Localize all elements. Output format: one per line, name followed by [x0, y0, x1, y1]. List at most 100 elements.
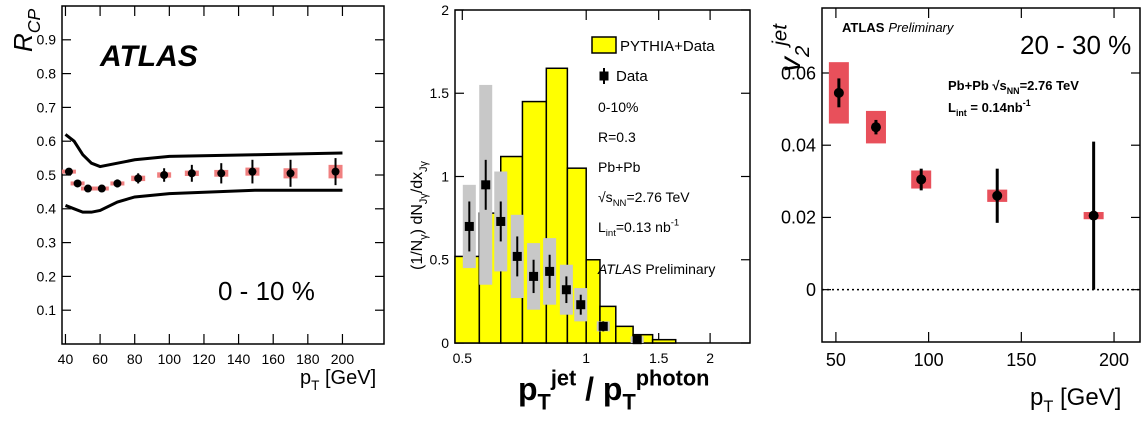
- marker: [481, 180, 491, 190]
- annotation-part: L: [948, 100, 956, 115]
- x-tick-label: 180: [296, 351, 320, 367]
- marker: [331, 167, 340, 176]
- y-axis-label-part: Jγ: [418, 160, 430, 171]
- legend-label: Data: [616, 68, 648, 85]
- marker: [217, 169, 226, 178]
- annotation: Lint=0.13 nb-1: [598, 218, 679, 240]
- y-tick-label: 0: [806, 280, 816, 300]
- marker: [512, 251, 522, 261]
- y-tick-label: 2: [441, 2, 449, 18]
- y-tick-label: 0.1: [37, 302, 57, 318]
- plot-frame: [821, 7, 1141, 343]
- y-axis-label-part: (1/N: [409, 240, 426, 270]
- annotation-part: NN: [613, 198, 627, 209]
- annotation-part: =2.76 TeV: [1020, 78, 1080, 93]
- y-tick-label: 0.8: [37, 66, 57, 82]
- y-axis-label-part: R: [8, 33, 38, 52]
- annotation: R=0.3: [598, 129, 636, 145]
- marker: [576, 300, 586, 310]
- marker: [64, 167, 73, 176]
- y-tick-label: 0.04: [781, 136, 816, 156]
- x-axis-label-part: jet: [550, 366, 576, 391]
- x-tick-label: 1: [582, 350, 590, 366]
- marker: [187, 169, 196, 178]
- x-tick-label: 100: [158, 351, 182, 367]
- x-axis-label-part: [GeV]: [319, 367, 376, 389]
- status-label: Preliminary: [645, 261, 715, 277]
- legend-swatch: [591, 36, 617, 54]
- x-tick-label: 60: [92, 351, 108, 367]
- y-axis-label: v2jet: [770, 23, 815, 72]
- x-tick-label: 160: [262, 351, 286, 367]
- x-tick-label: 50: [826, 350, 846, 370]
- y-axis-label-part: CP: [24, 8, 44, 33]
- marker: [632, 335, 642, 345]
- marker: [113, 179, 122, 188]
- x-axis-label: pTjet / pTphoton: [518, 366, 709, 415]
- annotation: 0-10%: [598, 99, 638, 115]
- annotation-part: 0-10%: [598, 99, 638, 115]
- x-tick-label: 80: [127, 351, 143, 367]
- marker: [870, 122, 881, 133]
- y-axis-label-part: γ: [418, 234, 430, 240]
- legend-label: PYTHIA+Data: [620, 38, 715, 55]
- marker: [496, 216, 506, 226]
- y-tick-label: 0.9: [37, 32, 57, 48]
- y-tick-label: 0.3: [37, 235, 57, 251]
- annotation-part: =2.76 TeV: [626, 189, 690, 205]
- annotation-part: = 0.14nb: [967, 100, 1023, 115]
- marker: [134, 174, 143, 183]
- x-axis-label-part: photon: [636, 366, 710, 391]
- x-tick-label: 1.5: [649, 350, 669, 366]
- experiment-label: ATLAS: [99, 40, 198, 73]
- y-tick-label: 0.2: [37, 268, 57, 284]
- x-tick-label: 0.5: [453, 350, 473, 366]
- annotation-part: R=0.3: [598, 129, 636, 145]
- x-tick-label: 2: [706, 350, 714, 366]
- annotation-part: -1: [1023, 98, 1031, 108]
- legend-marker: [599, 71, 609, 81]
- marker: [833, 87, 844, 98]
- x-axis-label: pT [GeV]: [300, 367, 376, 393]
- x-tick-label: 40: [58, 351, 74, 367]
- band-edge: [64, 133, 343, 169]
- annotation-part: int: [606, 228, 616, 239]
- x-axis-label-part: p: [300, 367, 311, 389]
- y-tick-label: 0.5: [37, 167, 57, 183]
- x-tick-label: 100: [914, 350, 944, 370]
- marker: [73, 179, 82, 188]
- y-axis-label-part: 2: [792, 45, 814, 58]
- x-axis-label-part: T: [1043, 398, 1053, 416]
- marker: [598, 321, 608, 331]
- y-axis-label: (1/Nγ) dNJγ/dxJγ: [409, 160, 430, 270]
- annotation-part: √s: [598, 189, 613, 205]
- x-tick-label: 150: [1006, 350, 1036, 370]
- centrality-label: 20 - 30 %: [1020, 30, 1131, 60]
- y-axis-label-part: ) dN: [409, 204, 426, 234]
- marker: [97, 184, 106, 193]
- x-tick-label: 200: [1099, 350, 1129, 370]
- marker: [286, 169, 295, 178]
- marker: [916, 174, 927, 185]
- annotation-part: int: [956, 108, 967, 118]
- x-tick-label: 200: [331, 351, 355, 367]
- marker: [561, 285, 571, 295]
- marker: [248, 167, 257, 176]
- x-axis-label-part: p: [1030, 384, 1043, 411]
- experiment-status: ATLAS Preliminary: [842, 20, 955, 35]
- status-label: Preliminary: [888, 20, 955, 35]
- marker: [992, 190, 1003, 201]
- x-axis-label-part: p: [518, 371, 538, 407]
- marker: [83, 184, 92, 193]
- marker: [545, 266, 555, 276]
- y-tick-label: 0.4: [37, 201, 57, 217]
- y-tick-label: 0: [441, 335, 449, 351]
- annotation-part: Pb+Pb: [598, 159, 641, 175]
- y-tick-label: 0.6: [37, 133, 57, 149]
- x-axis-label-part: T: [622, 390, 636, 415]
- annotation: Lint = 0.14nb-1: [948, 98, 1031, 118]
- histogram-bar: [454, 255, 481, 344]
- annotation-part: NN: [1007, 86, 1020, 96]
- histogram-bar: [651, 338, 677, 344]
